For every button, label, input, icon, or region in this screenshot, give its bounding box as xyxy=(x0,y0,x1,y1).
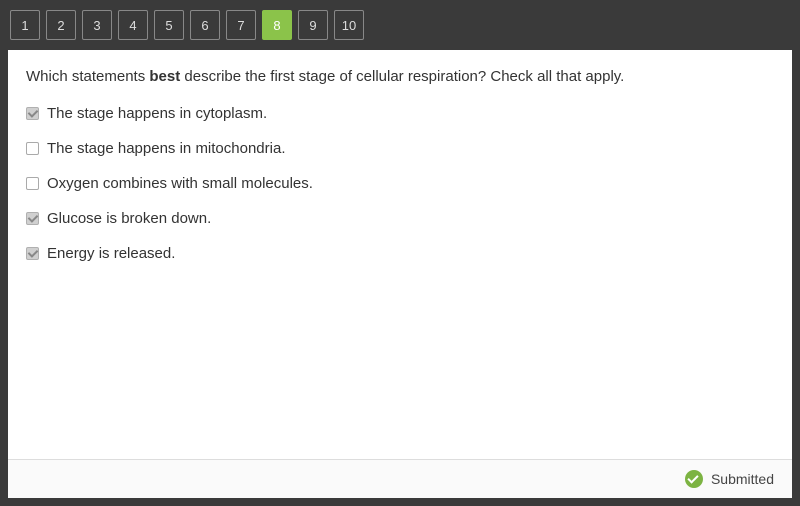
option-checkbox[interactable] xyxy=(26,107,39,120)
content-wrapper: Which statements best describe the first… xyxy=(0,50,800,506)
option-checkbox[interactable] xyxy=(26,247,39,260)
option-label: The stage happens in cytoplasm. xyxy=(47,105,267,122)
status-bar: Submitted xyxy=(8,459,792,498)
option-label: Oxygen combines with small molecules. xyxy=(47,175,313,192)
option-row: The stage happens in cytoplasm. xyxy=(26,105,774,122)
nav-question-10[interactable]: 10 xyxy=(334,10,364,40)
option-label: Glucose is broken down. xyxy=(47,210,211,227)
question-nav: 12345678910 xyxy=(0,0,800,50)
option-label: The stage happens in mitochondria. xyxy=(47,140,285,157)
question-bold: best xyxy=(149,68,180,85)
nav-question-9[interactable]: 9 xyxy=(298,10,328,40)
nav-question-8[interactable]: 8 xyxy=(262,10,292,40)
question-pre: Which statements xyxy=(26,68,149,85)
option-row: Glucose is broken down. xyxy=(26,210,774,227)
nav-question-7[interactable]: 7 xyxy=(226,10,256,40)
nav-question-4[interactable]: 4 xyxy=(118,10,148,40)
option-row: The stage happens in mitochondria. xyxy=(26,140,774,157)
status-label: Submitted xyxy=(711,471,774,487)
nav-question-3[interactable]: 3 xyxy=(82,10,112,40)
nav-question-5[interactable]: 5 xyxy=(154,10,184,40)
option-checkbox[interactable] xyxy=(26,177,39,190)
nav-question-2[interactable]: 2 xyxy=(46,10,76,40)
option-checkbox[interactable] xyxy=(26,212,39,225)
nav-question-6[interactable]: 6 xyxy=(190,10,220,40)
option-row: Energy is released. xyxy=(26,245,774,262)
question-text: Which statements best describe the first… xyxy=(26,66,774,87)
check-circle-icon xyxy=(685,470,703,488)
nav-question-1[interactable]: 1 xyxy=(10,10,40,40)
question-post: describe the first stage of cellular res… xyxy=(180,68,624,85)
option-label: Energy is released. xyxy=(47,245,175,262)
option-row: Oxygen combines with small molecules. xyxy=(26,175,774,192)
options-list: The stage happens in cytoplasm. The stage… xyxy=(26,105,774,262)
question-panel: Which statements best describe the first… xyxy=(8,50,792,459)
option-checkbox[interactable] xyxy=(26,142,39,155)
